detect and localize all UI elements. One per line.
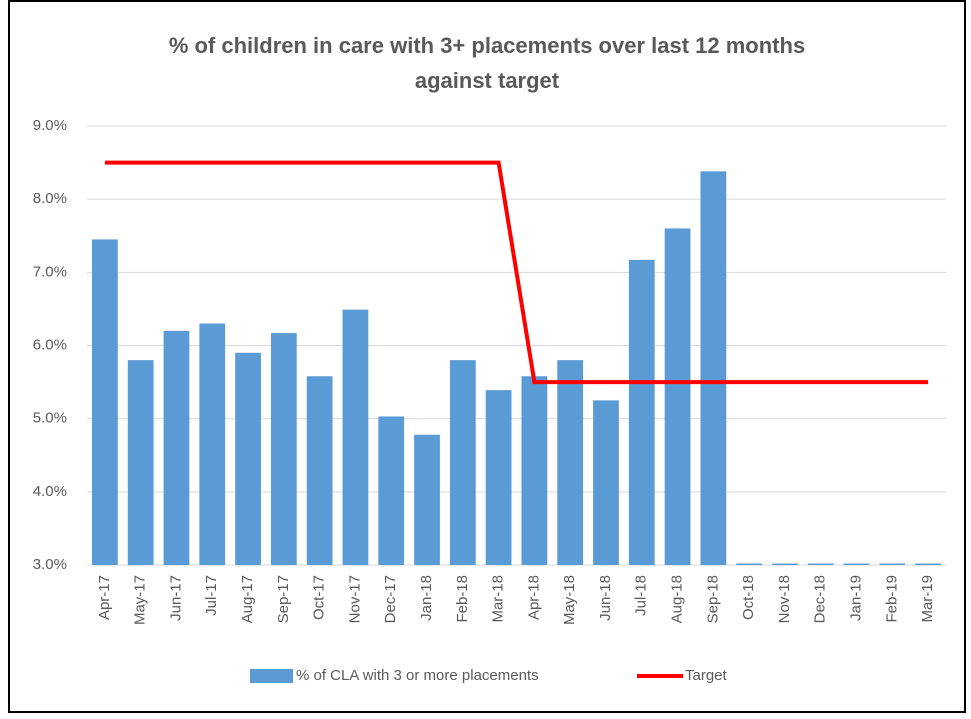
x-tick-label: Oct-17 [311, 575, 328, 620]
bar [163, 330, 190, 565]
bar [557, 360, 584, 565]
bar [92, 239, 118, 566]
bar [879, 563, 906, 565]
bar [270, 333, 297, 565]
x-tick-label: Jun-17 [167, 575, 184, 621]
chart-title: % of children in care with 3+ placements… [169, 33, 805, 58]
bar [915, 563, 941, 565]
x-tick-label: Sep-17 [275, 575, 292, 623]
bar [593, 400, 619, 565]
x-tick-label: Jan-18 [418, 575, 435, 621]
bar [736, 563, 763, 565]
bar [306, 376, 333, 565]
x-tick-label: Aug-18 [669, 575, 686, 623]
x-tick-label: Dec-17 [382, 575, 399, 623]
bar [342, 309, 369, 565]
x-tick-label: Aug-17 [239, 575, 256, 623]
bar [628, 259, 655, 565]
x-tick-label: Jul-18 [633, 575, 650, 616]
bar [843, 563, 870, 565]
x-tick-label: Jun-18 [597, 575, 614, 621]
y-tick-label: 7.0% [33, 263, 67, 280]
y-tick-label: 8.0% [33, 190, 67, 207]
x-tick-label: Mar-19 [919, 575, 936, 623]
bar [235, 352, 261, 565]
bar [485, 390, 512, 565]
legend-label: Target [685, 667, 728, 684]
x-tick-label: Mar-18 [490, 575, 507, 623]
bar [127, 360, 154, 565]
x-tick-label: Nov-18 [776, 575, 793, 623]
x-tick-label: May-17 [132, 575, 149, 625]
bar [199, 323, 226, 565]
y-tick-label: 6.0% [33, 336, 67, 353]
bar [807, 563, 834, 565]
bar [378, 416, 405, 565]
y-tick-label: 4.0% [33, 483, 67, 500]
x-tick-label: Jan-19 [847, 575, 864, 621]
line [104, 160, 929, 385]
x-tick-label: Sep-18 [704, 575, 721, 623]
x-tick-label: Apr-17 [96, 575, 113, 620]
bar [664, 228, 691, 565]
x-tick-label: Nov-17 [346, 575, 363, 623]
y-tick-label: 3.0% [33, 556, 67, 573]
y-tick-label: 5.0% [33, 410, 67, 427]
chart-title: against target [415, 68, 560, 93]
bar [521, 376, 548, 565]
bar [414, 434, 440, 565]
x-tick-label: May-18 [561, 575, 578, 625]
x-tick-label: Jul-17 [203, 575, 220, 616]
x-tick-label: Oct-18 [740, 575, 757, 620]
legend-swatch [250, 669, 293, 683]
y-tick-label: 9.0% [33, 117, 67, 134]
x-tick-label: Feb-18 [454, 575, 471, 623]
bar [772, 563, 798, 565]
x-tick-label: Dec-18 [812, 575, 829, 623]
x-tick-label: Apr-18 [525, 575, 542, 620]
x-tick-label: Feb-19 [883, 575, 900, 623]
legend-label: % of CLA with 3 or more placements [296, 667, 539, 684]
bar [449, 360, 476, 565]
bar [700, 171, 727, 565]
